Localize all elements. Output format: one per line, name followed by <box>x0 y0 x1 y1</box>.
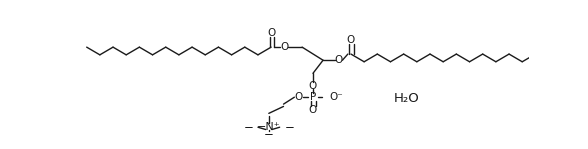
Text: −N⁺: −N⁺ <box>257 122 280 132</box>
Text: O⁻: O⁻ <box>329 92 343 102</box>
Text: O: O <box>335 55 343 65</box>
Text: O: O <box>347 35 355 45</box>
Text: −: − <box>244 121 254 135</box>
Text: −: − <box>285 121 294 135</box>
Text: O: O <box>309 105 317 115</box>
Text: O: O <box>294 92 302 102</box>
Text: −: − <box>264 128 274 141</box>
Text: O: O <box>267 28 275 38</box>
Text: P: P <box>310 92 316 102</box>
Text: H₂O: H₂O <box>394 92 420 105</box>
Text: O: O <box>309 81 317 91</box>
Text: O: O <box>280 42 289 52</box>
